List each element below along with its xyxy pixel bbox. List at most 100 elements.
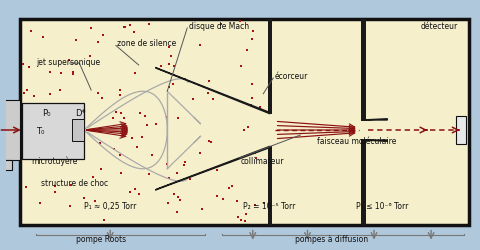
Bar: [360, 140, 365, 225]
Point: [94, 40, 102, 44]
Text: disque de Mach: disque de Mach: [188, 22, 248, 31]
Point: [66, 204, 73, 208]
Point: [247, 103, 254, 107]
Point: [244, 125, 252, 129]
Point: [56, 88, 63, 92]
Point: [148, 153, 156, 157]
Point: [85, 54, 93, 58]
Text: T₀: T₀: [36, 127, 44, 136]
Point: [69, 70, 77, 74]
Point: [110, 147, 118, 151]
Point: [249, 29, 256, 33]
Point: [19, 62, 27, 66]
Point: [237, 218, 244, 222]
Point: [117, 111, 124, 115]
Point: [99, 33, 107, 37]
Point: [30, 94, 38, 98]
Point: [241, 219, 249, 223]
Point: [165, 62, 172, 66]
Point: [99, 218, 107, 222]
Point: [138, 135, 145, 139]
Point: [180, 163, 187, 167]
Point: [94, 92, 101, 96]
Point: [72, 38, 80, 42]
Point: [20, 90, 27, 94]
Point: [247, 37, 255, 41]
Point: [167, 54, 174, 58]
Point: [240, 128, 247, 132]
Polygon shape: [155, 146, 269, 190]
Point: [196, 43, 204, 47]
Point: [226, 160, 234, 164]
Point: [165, 45, 173, 49]
Point: [181, 77, 189, 81]
Point: [143, 123, 150, 127]
Text: P₁ ≈ 0,25 Torr: P₁ ≈ 0,25 Torr: [84, 202, 136, 211]
Polygon shape: [155, 68, 269, 114]
Point: [181, 160, 189, 164]
Point: [36, 200, 44, 204]
Polygon shape: [360, 140, 386, 141]
Point: [152, 122, 160, 126]
Point: [87, 26, 95, 30]
Point: [252, 156, 259, 160]
Point: [165, 86, 173, 89]
Text: P₂ = 10⁻⁵ Torr: P₂ = 10⁻⁵ Torr: [243, 202, 295, 211]
Point: [116, 88, 124, 92]
Bar: [455, 116, 465, 144]
Point: [174, 195, 182, 199]
Text: zone de silence: zone de silence: [117, 39, 176, 48]
Point: [157, 64, 165, 68]
Point: [185, 177, 193, 181]
Point: [22, 185, 30, 189]
Bar: [22, 102, 84, 159]
Bar: [360, 19, 365, 120]
Text: microtuyère: microtuyère: [32, 156, 78, 166]
Bar: [72, 119, 84, 141]
Text: D*: D*: [75, 109, 86, 118]
Point: [144, 172, 152, 176]
Point: [51, 184, 59, 188]
Point: [132, 145, 140, 149]
Polygon shape: [360, 119, 386, 120]
Point: [170, 192, 178, 196]
Point: [251, 204, 258, 208]
Point: [170, 64, 178, 68]
Point: [135, 192, 143, 196]
Point: [237, 64, 244, 68]
Point: [204, 91, 211, 95]
Point: [126, 23, 133, 27]
Point: [80, 196, 87, 200]
Point: [130, 30, 138, 34]
Point: [131, 71, 138, 75]
Point: [120, 134, 127, 138]
Point: [196, 152, 204, 156]
Point: [260, 201, 267, 205]
Point: [65, 58, 72, 62]
Point: [213, 194, 220, 198]
Point: [165, 176, 173, 180]
Point: [242, 48, 250, 52]
Text: écorceur: écorceur: [274, 72, 307, 81]
Point: [164, 201, 171, 205]
Point: [117, 171, 125, 175]
Bar: [3, 100, 20, 160]
Bar: [267, 19, 272, 114]
Text: pompes à diffusion: pompes à diffusion: [294, 236, 367, 244]
Point: [173, 210, 180, 214]
Point: [39, 35, 47, 39]
Point: [131, 188, 139, 192]
Point: [128, 136, 135, 140]
Point: [57, 71, 65, 75]
Point: [213, 168, 221, 172]
Point: [47, 70, 54, 74]
Point: [109, 116, 117, 120]
Point: [51, 190, 59, 194]
Point: [175, 198, 183, 202]
Text: structure de choc: structure de choc: [41, 179, 108, 188]
Point: [67, 183, 75, 187]
Point: [120, 25, 128, 29]
Point: [255, 105, 263, 109]
Point: [24, 88, 31, 92]
Point: [116, 93, 123, 97]
